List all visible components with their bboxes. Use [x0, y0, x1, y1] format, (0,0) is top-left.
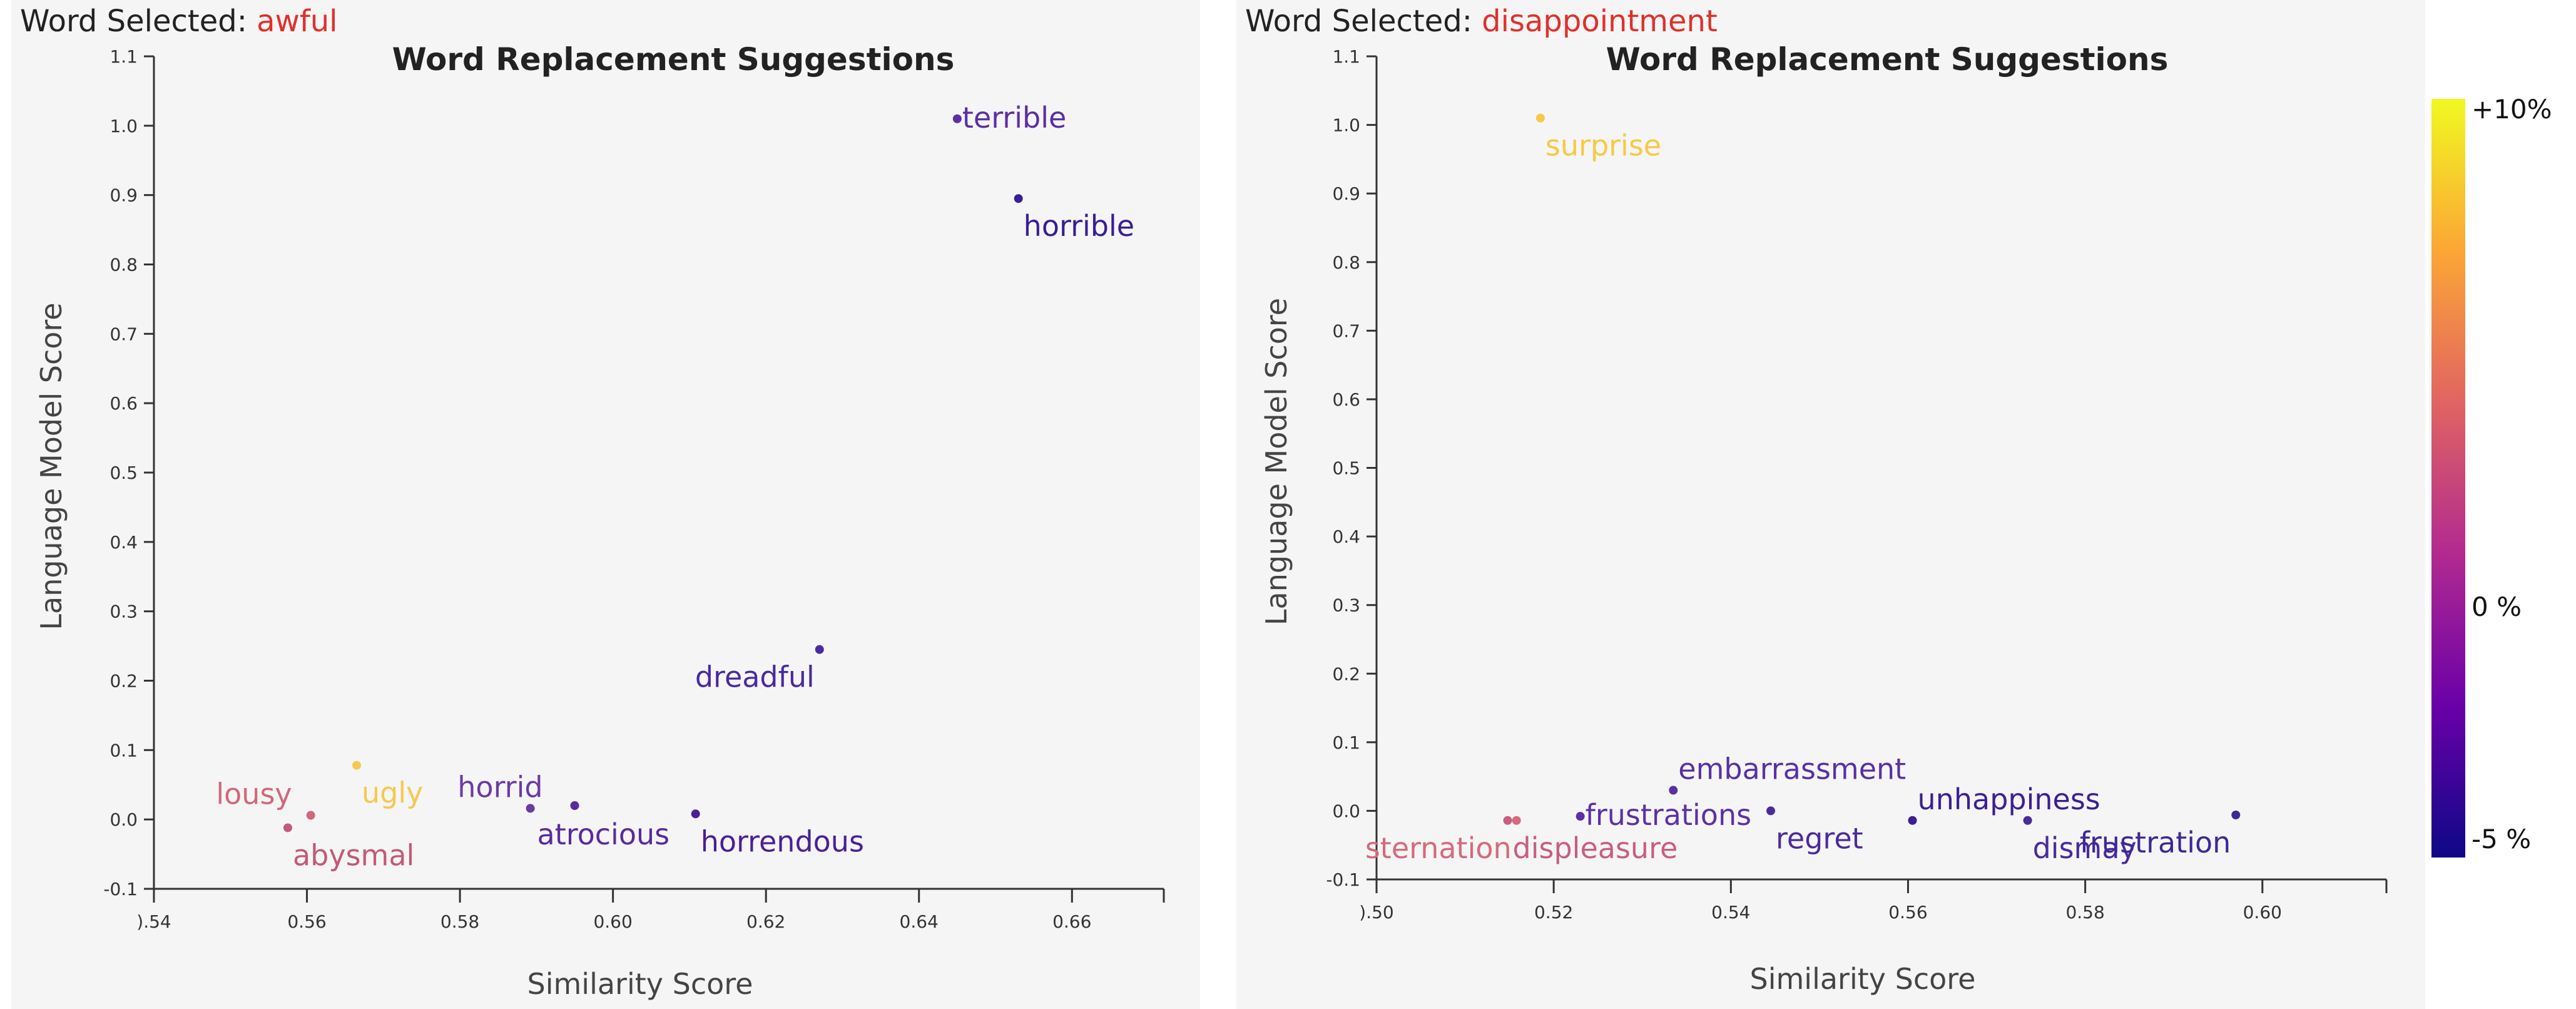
y-tick-label: 0.2: [109, 671, 138, 692]
chart-title: Word Replacement Suggestions: [1606, 41, 2169, 78]
data-point: [283, 823, 292, 832]
left-chart-panel: Word Selected: awful -0.1 0.0 0.1 0.2 0.3 0.4…: [11, 0, 1200, 1009]
y-tick-label: 0.7: [109, 324, 138, 344]
x-tick-label: 0.60: [593, 911, 632, 932]
y-tick-label: 0.0: [1332, 801, 1360, 821]
y-tick-label: 0.6: [1332, 389, 1360, 410]
y-tick-label: 1.0: [1332, 115, 1360, 136]
data-point: [526, 804, 535, 813]
point-label: surprise: [1545, 129, 1661, 163]
data-point: [306, 811, 315, 820]
x-axis-title: Similarity Score: [527, 967, 753, 1001]
word-selected-label: Word Selected: disappointment: [1245, 4, 1718, 39]
point-label: displeasure: [1513, 831, 1678, 865]
data-point: [1908, 816, 1917, 825]
point-label: embarrassment: [1678, 752, 1906, 786]
x-tick-label: ).50: [1359, 902, 1393, 923]
y-tick-label: 0.5: [109, 463, 138, 483]
point-label: horrible: [1024, 209, 1134, 243]
point-label: dismay: [2033, 831, 2137, 865]
point-label: frustration: [2080, 826, 2231, 859]
point-label: horrid: [457, 770, 542, 804]
data-point: [1576, 812, 1585, 821]
y-tick-label: 0.3: [1332, 595, 1360, 616]
data-point: [1512, 816, 1521, 825]
x-tick-label: 0.62: [746, 911, 785, 932]
point-label: frustrations: [1586, 798, 1751, 832]
y-axis-title: Language Model Score: [34, 302, 68, 630]
colorbar: [2431, 99, 2465, 858]
x-tick-label: 0.54: [1711, 902, 1750, 923]
x-tick-label: ).54: [136, 911, 171, 932]
point-label: dreadful: [695, 660, 815, 694]
y-tick-label: 0.3: [109, 602, 138, 622]
data-point: [691, 809, 700, 819]
point-label: horrendous: [701, 824, 864, 858]
data-point: [1503, 816, 1512, 825]
x-tick-label: 0.56: [1888, 902, 1927, 923]
y-tick-label: 0.2: [1332, 663, 1360, 684]
y-tick-label: 0.5: [1332, 458, 1360, 479]
selected-word[interactable]: disappointment: [1482, 4, 1718, 39]
data-point: [2023, 816, 2032, 825]
data-point: [570, 801, 579, 810]
x-tick-label: 0.58: [2065, 902, 2104, 923]
colorbar-mid-label: 0 %: [2472, 592, 2522, 622]
x-tick-label: 0.60: [2243, 902, 2282, 923]
data-point: [815, 645, 824, 654]
scatter-chart-awful: -0.1 0.0 0.1 0.2 0.3 0.4 0.5 0.6 0.7 0.8 0.9 1.0 1.1…: [34, 41, 1165, 1001]
point-label: regret: [1776, 821, 1863, 855]
point-label: sternation: [1365, 831, 1512, 865]
scatter-chart-disappointment: -0.1 0.0 0.1 0.2 0.3 0.4 0.5 0.6 0.7 0.8 0.9 1.0 1.1…: [1260, 41, 2388, 996]
x-tick-label: 0.58: [440, 911, 479, 932]
selected-word[interactable]: awful: [257, 4, 338, 39]
word-selected-label: Word Selected: awful: [20, 4, 337, 39]
colorbar-bottom-label: -5 %: [2472, 824, 2532, 854]
point-label: atrocious: [537, 817, 670, 851]
x-tick-label: 0.52: [1534, 902, 1573, 923]
y-tick-label: -0.1: [1326, 869, 1360, 890]
y-tick-label: 1.0: [109, 116, 138, 136]
data-point: [952, 114, 962, 123]
y-tick-label: 1.1: [1332, 46, 1360, 67]
data-point: [1669, 786, 1678, 795]
data-point: [2231, 810, 2241, 819]
y-tick-label: 0.1: [109, 740, 138, 761]
x-tick-label: 0.66: [1052, 911, 1091, 932]
data-point: [1014, 194, 1023, 203]
data-point: [1766, 806, 1776, 816]
x-tick-label: 0.56: [287, 911, 326, 932]
y-axis-title: Language Model Score: [1260, 298, 1293, 625]
y-tick-label: 0.0: [109, 809, 138, 830]
colorbar-top-label: +10%: [2472, 94, 2552, 125]
data-point: [352, 761, 362, 770]
y-tick-label: 0.1: [1332, 732, 1360, 753]
y-tick-label: 0.8: [1332, 252, 1360, 273]
x-axis-title: Similarity Score: [1750, 962, 1976, 996]
y-tick-label: 0.6: [109, 393, 138, 414]
y-tick-label: 0.4: [109, 532, 138, 553]
y-tick-label: -0.1: [103, 879, 138, 899]
word-selected-prefix: Word Selected:: [20, 4, 247, 39]
data-point: [1535, 113, 1545, 123]
chart-title: Word Replacement Suggestions: [392, 41, 955, 78]
y-tick-label: 0.8: [109, 255, 138, 275]
point-label: ugly: [362, 776, 423, 810]
point-label: abysmal: [293, 838, 414, 872]
x-tick-label: 0.64: [900, 911, 939, 932]
point-label: terrible: [962, 101, 1066, 135]
right-chart-panel: Word Selected: disappointment -0.1 0.0 0.1…: [1236, 0, 2425, 1009]
y-tick-label: 1.1: [109, 46, 138, 67]
point-label: unhappiness: [1918, 782, 2100, 816]
y-tick-label: 0.7: [1332, 320, 1360, 341]
y-tick-label: 0.9: [109, 185, 138, 206]
point-label: lousy: [216, 777, 292, 811]
y-tick-label: 0.4: [1332, 526, 1360, 547]
word-selected-prefix: Word Selected:: [1245, 4, 1472, 39]
y-tick-label: 0.9: [1332, 183, 1360, 204]
